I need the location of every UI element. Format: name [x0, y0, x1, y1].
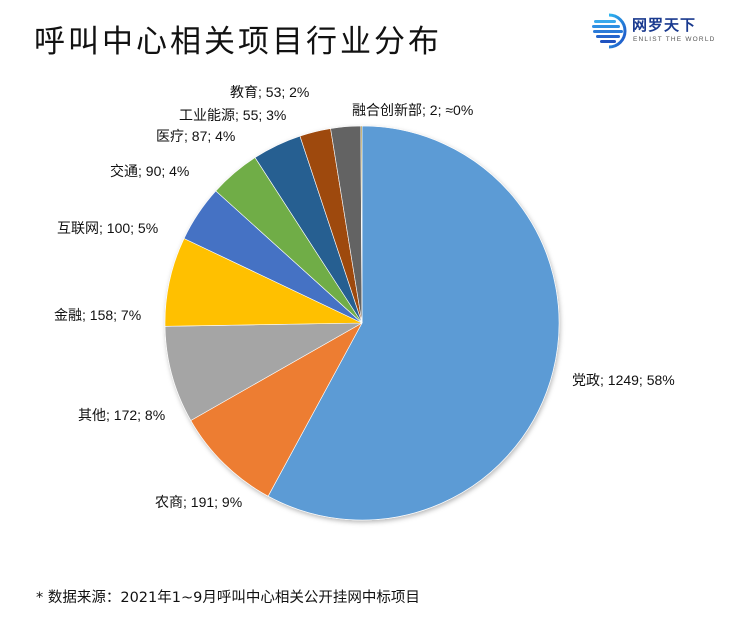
- data-label-dangzheng: 党政; 1249; 58%: [572, 372, 675, 388]
- data-label-jiaoyu: 教育; 53; 2%: [230, 84, 310, 100]
- pie-slice-9: [360, 125, 363, 324]
- pie-slice-0: [267, 125, 560, 521]
- data-label-jinrong: 金融; 158; 7%: [54, 307, 142, 323]
- brand-logo: 网罗天下 ENLIST THE WORLD: [590, 10, 730, 50]
- data-label-ronghe: 融合创新部; 2; ≈0%: [352, 102, 474, 118]
- data-label-gongyenengyuan: 工业能源; 55; 3%: [179, 107, 287, 123]
- data-label-qita: 其他; 172; 8%: [78, 407, 166, 423]
- globe-stripes-icon: [592, 13, 627, 49]
- brand-subtitle: ENLIST THE WORLD: [633, 36, 716, 43]
- data-label-jiaotong: 交通; 90; 4%: [110, 163, 190, 179]
- data-label-nongshang: 农商; 191; 9%: [155, 494, 243, 510]
- pie-slice-2: [164, 322, 363, 421]
- pie-slices: [164, 125, 560, 521]
- data-label-yiliao: 医疗; 87; 4%: [156, 128, 236, 144]
- data-source-note: * 数据来源：2021年1~9月呼叫中心相关公开挂网中标项目: [36, 590, 420, 606]
- data-label-hulianwang: 互联网; 100; 5%: [57, 220, 159, 236]
- pie-slice-1: [190, 322, 363, 497]
- brand-name: 网罗天下: [632, 16, 697, 34]
- chart-title: 呼叫中心相关项目行业分布: [34, 24, 442, 60]
